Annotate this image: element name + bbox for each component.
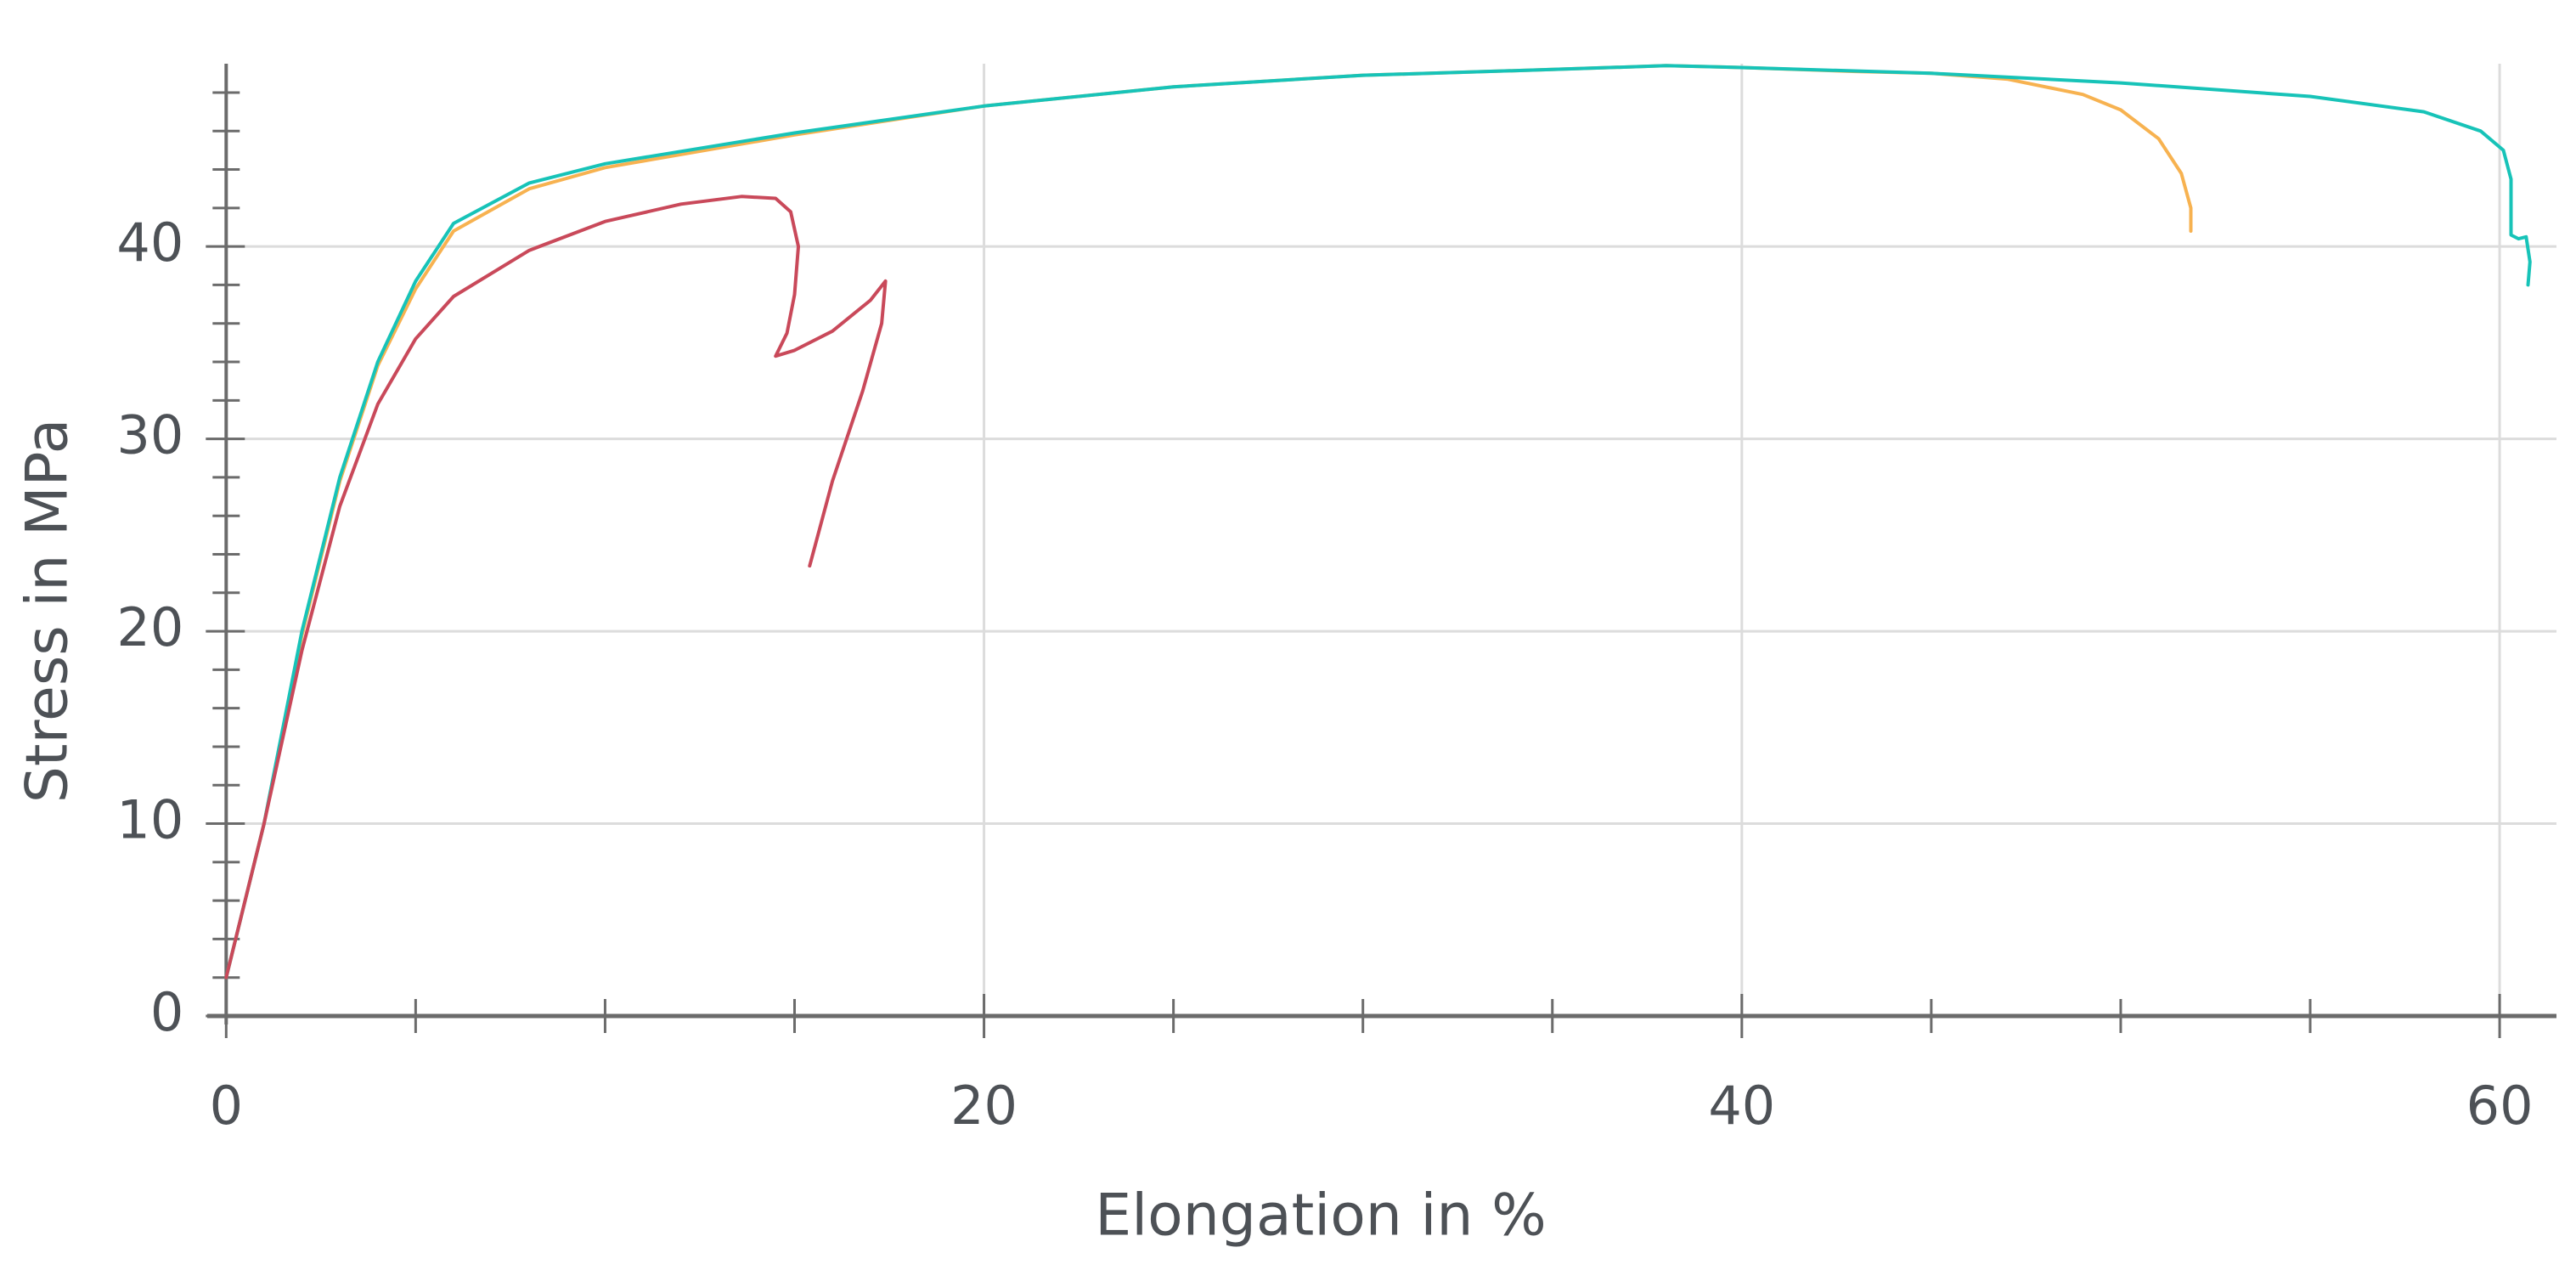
- x-axis-title: Elongation in %: [1095, 1183, 1546, 1250]
- y-tick-label: 40: [116, 212, 183, 274]
- data-line: [224, 195, 888, 979]
- x-tick-label: 0: [210, 1075, 243, 1137]
- x-tick-label: 60: [2466, 1075, 2534, 1137]
- x-tick-label: 20: [950, 1075, 1017, 1137]
- x-tick-label: 40: [1708, 1075, 1775, 1137]
- y-tick-label: 10: [116, 789, 183, 851]
- data-line: [224, 64, 2532, 979]
- y-tick-label: 30: [116, 404, 183, 466]
- y-axis-title: Stress in MPa: [14, 419, 82, 804]
- data-line: [224, 64, 2193, 979]
- y-tick-label: 0: [150, 981, 183, 1043]
- y-tick-label: 20: [116, 596, 183, 658]
